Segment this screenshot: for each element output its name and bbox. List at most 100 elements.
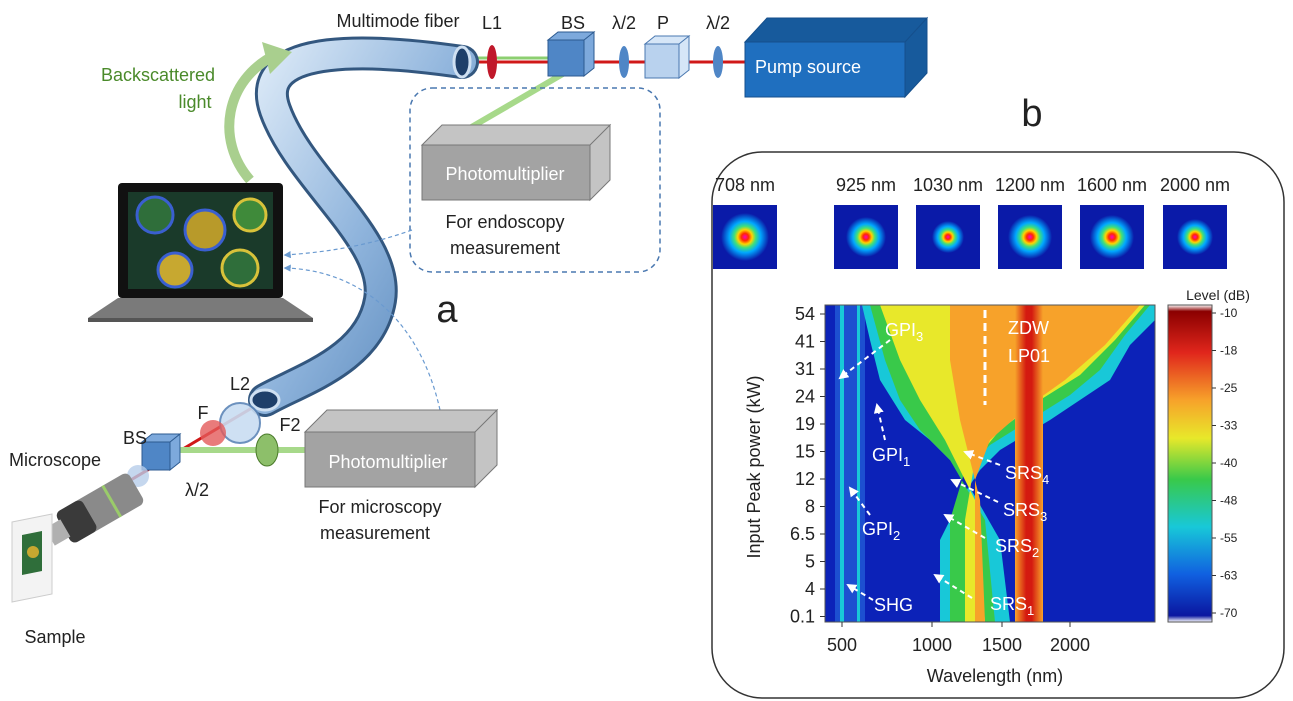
sample: [27, 546, 39, 558]
annotation-subscript: 4: [1042, 472, 1049, 487]
annotation: SHG: [874, 595, 913, 615]
figure: Pump source Multimode fiber L1 BS λ/2 P …: [0, 0, 1293, 701]
annotation: ZDW: [1008, 318, 1049, 338]
colorbar-tick-label: -70: [1220, 606, 1238, 620]
annotation-text: GPI: [862, 519, 893, 539]
optics-top: [619, 46, 629, 78]
laptop: [88, 298, 313, 318]
y-tick-label: 5: [805, 552, 815, 572]
photomultiplier-box: [305, 410, 497, 487]
colorbar-tick-label: -10: [1220, 306, 1238, 320]
y-tick-label: 31: [795, 359, 815, 379]
colorbar-tick-label: -63: [1220, 569, 1238, 583]
colorbar: [1168, 305, 1212, 622]
pump-label: Pump source: [755, 57, 861, 77]
caption: measurement: [320, 523, 430, 543]
annotation-text: SHG: [874, 595, 913, 615]
annotation-text: SRS: [990, 594, 1027, 614]
component-label: L1: [482, 13, 502, 33]
component-label: λ/2: [185, 480, 209, 500]
annotation-subscript: 2: [1032, 545, 1039, 560]
annotation-subscript: 2: [893, 528, 900, 543]
y-axis-title: Input Peak power (kW): [744, 375, 764, 558]
beam-spot: [846, 217, 886, 257]
wavelength-label: 1600 nm: [1077, 175, 1147, 195]
laptop: [88, 183, 313, 322]
component-label: λ/2: [612, 13, 636, 33]
laptop: [158, 253, 192, 287]
y-tick-label: 8: [805, 497, 815, 517]
photomultiplier-box: [422, 125, 610, 200]
colorbar-title: Level (dB): [1186, 287, 1250, 303]
microscope-objective: [41, 471, 146, 552]
beam-spot: [1177, 219, 1213, 255]
backscatter-label: light: [178, 92, 211, 112]
y-tick-label: 19: [795, 414, 815, 434]
laptop: [234, 199, 266, 231]
backscatter-label: Backscattered: [101, 65, 215, 85]
y-tick-label: 54: [795, 304, 815, 324]
annotation-text: SRS: [1003, 500, 1040, 520]
annotation-text: SRS: [995, 536, 1032, 556]
colorbar-tick-label: -18: [1220, 344, 1238, 358]
detector-label: Photomultiplier: [328, 452, 447, 472]
optics-top: [487, 45, 497, 79]
y-tick-label: 6.5: [790, 524, 815, 544]
beam-spot: [721, 213, 769, 261]
panel-label: a: [436, 289, 458, 331]
multimode-fiber-core: [265, 53, 462, 400]
beam-spot: [932, 221, 964, 253]
beam-splitter: [142, 434, 180, 470]
fiber-ends: [251, 390, 279, 410]
filter-f2: [256, 434, 278, 466]
laptop: [137, 197, 173, 233]
x-axis-title: Wavelength (nm): [927, 666, 1063, 686]
y-tick-label: 0.1: [790, 607, 815, 627]
laptop: [185, 210, 225, 250]
component-label: L2: [230, 374, 250, 394]
fiber-ends: [454, 47, 470, 77]
fiber-label: Multimode fiber: [336, 11, 459, 31]
panel-label: b: [1021, 93, 1042, 135]
annotation-subscript: 3: [1040, 509, 1047, 524]
x-tick-label: 500: [827, 635, 857, 655]
annotation-subscript: 3: [916, 329, 923, 344]
caption: measurement: [450, 238, 560, 258]
wavelength-label: 925 nm: [836, 175, 896, 195]
colorbar-ticks: -10-18-25-33-40-48-55-63-70: [1212, 306, 1238, 620]
annotation-text: ZDW: [1008, 318, 1049, 338]
y-tick-label: 41: [795, 332, 815, 352]
component-label: P: [657, 13, 669, 33]
beam-spot: [1090, 215, 1134, 259]
annotation-text: SRS: [1005, 463, 1042, 483]
panel-a: Pump source Multimode fiber L1 BS λ/2 P …: [9, 11, 927, 647]
laptop: [222, 250, 258, 286]
spectrum-map: [835, 305, 865, 622]
filter-f: [200, 420, 226, 446]
wavelength-label: 1030 nm: [913, 175, 983, 195]
x-tick-label: 1000: [912, 635, 952, 655]
caption: For microscopy: [318, 497, 441, 517]
y-tick-label: 12: [795, 469, 815, 489]
optics-top: [713, 46, 723, 78]
colorbar-tick-label: -33: [1220, 419, 1238, 433]
laptop: [88, 318, 313, 322]
caption: For endoscopy: [445, 212, 564, 232]
lens-l2: [220, 403, 260, 443]
sample: [12, 514, 52, 602]
component-label: F: [198, 403, 209, 423]
annotation: LP01: [1008, 346, 1050, 366]
y-tick-label: 15: [795, 442, 815, 462]
component-label: F2: [279, 415, 300, 435]
wavelength-label: 2000 nm: [1160, 175, 1230, 195]
component-label: BS: [561, 13, 585, 33]
optics-top: [487, 32, 723, 79]
colorbar-tick-label: -48: [1220, 494, 1238, 508]
annotation-subscript: 1: [903, 454, 910, 469]
y-tick-label: 4: [805, 579, 815, 599]
wavelength-label: 1200 nm: [995, 175, 1065, 195]
y-tick-label: 24: [795, 387, 815, 407]
